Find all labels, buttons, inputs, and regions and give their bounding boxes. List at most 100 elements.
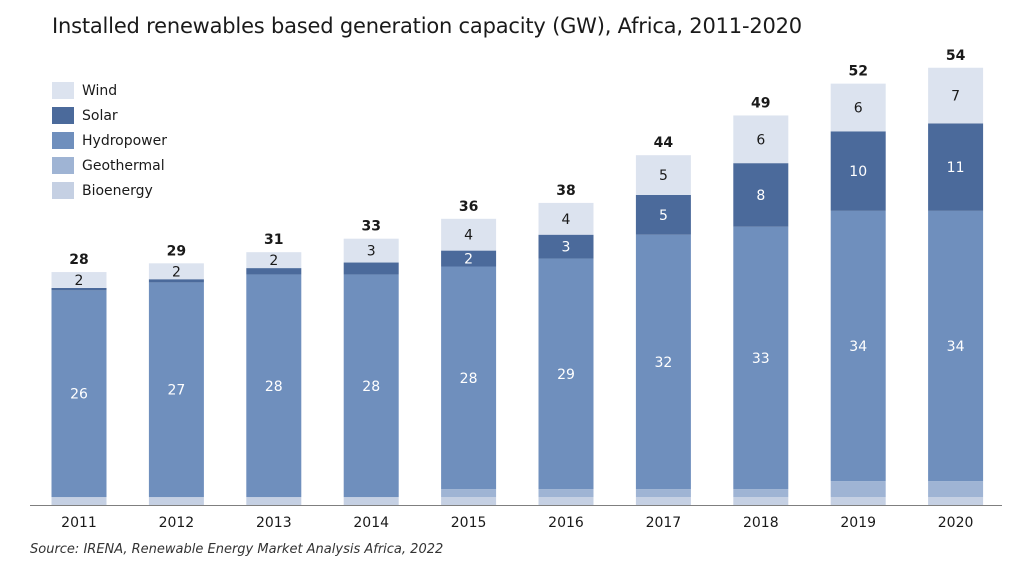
legend-item-geothermal: Geothermal <box>52 153 167 178</box>
bar-geothermal-2016 <box>538 489 594 498</box>
legend-swatch-bioenergy <box>52 182 74 199</box>
bar-geothermal-2019 <box>830 481 886 498</box>
data-label-hydropower-2020: 34 <box>947 339 965 355</box>
bar-wind-2016 <box>538 202 594 235</box>
bar-hydropower-2020 <box>928 210 984 482</box>
bar-hydropower-2014 <box>343 274 399 498</box>
legend-item-hydropower: Hydropower <box>52 128 167 153</box>
x-tick-label-2019: 2019 <box>840 515 876 531</box>
data-label-wind-2013: 2 <box>269 253 278 269</box>
legend-swatch-wind <box>52 82 74 99</box>
x-tick-label-2016: 2016 <box>548 515 584 531</box>
legend-item-bioenergy: Bioenergy <box>52 178 167 203</box>
legend-label-solar: Solar <box>82 107 118 124</box>
bar-wind-2018 <box>733 115 789 164</box>
total-label-2018: 49 <box>751 95 770 111</box>
x-tick-label-2015: 2015 <box>451 515 487 531</box>
bar-wind-2012 <box>148 263 204 280</box>
bar-wind-2017 <box>635 155 691 195</box>
total-label-2019: 52 <box>848 64 867 80</box>
legend-label-geothermal: Geothermal <box>82 157 165 174</box>
bar-bioenergy-2017 <box>635 497 691 505</box>
bar-hydropower-2017 <box>635 234 691 490</box>
x-tick-label-2011: 2011 <box>61 515 97 531</box>
legend: Wind Solar Hydropower Geothermal Bioener… <box>52 78 167 203</box>
data-label-solar-2016: 3 <box>562 240 571 256</box>
bar-solar-2015 <box>441 250 497 267</box>
bar-bioenergy-2011 <box>51 497 107 505</box>
total-label-2013: 31 <box>264 232 283 248</box>
bar-solar-2011 <box>51 287 107 291</box>
bar-wind-2015 <box>441 218 497 251</box>
bar-solar-2012 <box>148 279 204 283</box>
bar-bioenergy-2016 <box>538 497 594 505</box>
data-label-wind-2019: 6 <box>854 101 863 117</box>
bar-solar-2014 <box>343 262 399 275</box>
bar-bioenergy-2020 <box>928 497 984 505</box>
data-label-solar-2019: 10 <box>849 164 867 180</box>
data-label-solar-2020: 11 <box>947 160 965 176</box>
legend-label-wind: Wind <box>82 82 118 99</box>
bar-hydropower-2013 <box>246 274 302 498</box>
legend-item-wind: Wind <box>52 78 167 103</box>
legend-swatch-geothermal <box>52 157 74 174</box>
bar-hydropower-2015 <box>441 266 497 490</box>
bar-bioenergy-2014 <box>343 497 399 505</box>
data-label-hydropower-2018: 33 <box>752 351 770 367</box>
total-label-2015: 36 <box>459 199 478 215</box>
bar-solar-2018 <box>733 163 789 227</box>
data-label-wind-2011: 2 <box>75 273 84 289</box>
legend-label-bioenergy: Bioenergy <box>82 182 153 199</box>
legend-item-solar: Solar <box>52 103 167 128</box>
data-label-solar-2017: 5 <box>659 208 668 224</box>
bar-hydropower-2019 <box>830 210 886 482</box>
total-label-2012: 29 <box>167 243 186 259</box>
data-label-wind-2018: 6 <box>756 132 765 148</box>
legend-label-hydropower: Hydropower <box>82 132 167 149</box>
data-label-wind-2012: 2 <box>172 264 181 280</box>
bar-bioenergy-2013 <box>246 497 302 505</box>
data-label-hydropower-2017: 32 <box>654 355 672 371</box>
data-label-hydropower-2012: 27 <box>167 383 185 399</box>
source-note: Source: IRENA, Renewable Energy Market A… <box>30 542 444 557</box>
data-label-solar-2018: 8 <box>756 188 765 204</box>
data-label-hydropower-2011: 26 <box>70 387 88 403</box>
bar-solar-2017 <box>635 194 691 235</box>
bar-bioenergy-2019 <box>830 497 886 505</box>
data-label-wind-2017: 5 <box>659 168 668 184</box>
legend-swatch-solar <box>52 107 74 124</box>
bar-hydropower-2016 <box>538 258 594 490</box>
data-label-solar-2015: 2 <box>464 252 473 268</box>
x-tick-label-2013: 2013 <box>256 515 292 531</box>
x-tick-label-2020: 2020 <box>938 515 974 531</box>
bar-solar-2020 <box>928 123 984 211</box>
bar-solar-2013 <box>246 268 302 275</box>
data-label-wind-2014: 3 <box>367 244 376 260</box>
data-label-hydropower-2013: 28 <box>265 379 283 395</box>
bar-solar-2016 <box>538 234 594 259</box>
bar-bioenergy-2018 <box>733 497 789 505</box>
x-tick-label-2018: 2018 <box>743 515 779 531</box>
total-label-2014: 33 <box>361 219 380 235</box>
total-label-2020: 54 <box>946 48 966 64</box>
bar-wind-2011 <box>51 272 107 288</box>
data-label-wind-2020: 7 <box>951 89 960 105</box>
bar-wind-2013 <box>246 252 302 269</box>
bar-hydropower-2018 <box>733 226 789 490</box>
chart-title: Installed renewables based generation ca… <box>52 14 802 38</box>
bar-bioenergy-2015 <box>441 497 497 505</box>
x-tick-label-2012: 2012 <box>159 515 195 531</box>
bar-geothermal-2017 <box>635 489 691 498</box>
bar-wind-2020 <box>928 67 984 124</box>
data-label-wind-2015: 4 <box>464 228 473 244</box>
bar-bioenergy-2012 <box>148 497 204 505</box>
bar-geothermal-2018 <box>733 489 789 498</box>
bar-wind-2014 <box>343 238 399 263</box>
data-label-hydropower-2014: 28 <box>362 379 380 395</box>
x-tick-label-2017: 2017 <box>646 515 682 531</box>
bar-hydropower-2011 <box>51 290 107 498</box>
bar-solar-2019 <box>830 131 886 211</box>
bar-geothermal-2020 <box>928 481 984 498</box>
legend-swatch-hydropower <box>52 132 74 149</box>
